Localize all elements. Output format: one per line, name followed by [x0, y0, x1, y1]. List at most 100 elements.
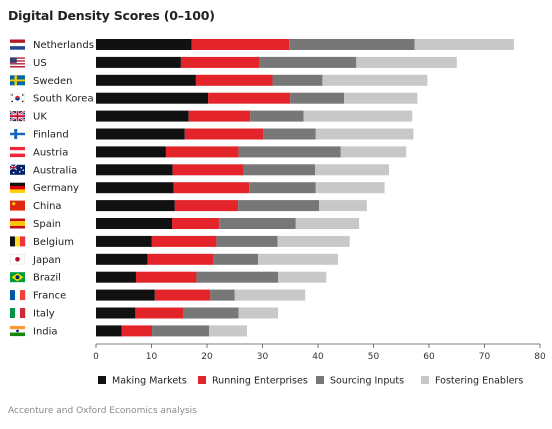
bar-segment: [210, 289, 235, 301]
bar-segment: [184, 128, 264, 140]
sweden-flag-icon: [10, 75, 25, 86]
austria-flag-icon: [10, 146, 25, 158]
bar-segment: [96, 307, 136, 319]
country-label: Netherlands: [33, 40, 94, 51]
bar-segment: [151, 235, 217, 247]
country-label: China: [33, 201, 62, 212]
finland-flag-icon: [10, 129, 25, 139]
bar-segment: [263, 128, 316, 140]
country-label: Spain: [33, 219, 61, 230]
x-tick-label: 70: [479, 352, 491, 362]
x-tick-label: 60: [423, 352, 435, 362]
us-flag-icon: [10, 57, 25, 68]
bar-segment: [135, 307, 184, 319]
bar-segment: [319, 200, 367, 212]
bar-segment: [96, 110, 189, 122]
country-label: UK: [33, 112, 47, 123]
bar-segment: [165, 146, 239, 158]
legend-swatch: [98, 376, 106, 384]
bar-segment: [183, 307, 239, 319]
bar-segment: [213, 253, 259, 265]
bar-segment: [272, 74, 323, 86]
bar-segment: [96, 182, 174, 194]
bar-segment: [96, 325, 122, 337]
bar-segment: [278, 271, 327, 283]
bar-segment: [195, 74, 273, 86]
bar-segment: [295, 218, 360, 229]
x-tick-label: 80: [534, 352, 546, 362]
india-flag-icon: [10, 325, 25, 337]
legend-label: Making Markets: [112, 376, 187, 387]
legend-swatch: [421, 376, 429, 384]
bar-segment: [303, 110, 413, 122]
bar-segment: [219, 218, 296, 229]
bar-segment: [96, 235, 152, 247]
bar-segment: [191, 39, 290, 50]
bar-segment: [172, 164, 244, 176]
legend-label: Fostering Enablers: [435, 376, 523, 387]
x-tick-label: 10: [146, 352, 158, 362]
source-note: Accenture and Oxford Economics analysis: [8, 406, 197, 416]
country-label: Italy: [33, 309, 55, 320]
country-label: US: [33, 58, 47, 69]
bar-segment: [289, 39, 415, 50]
china-flag-icon: [10, 200, 25, 211]
country-label: Japan: [32, 255, 61, 266]
country-label: South Korea: [33, 94, 94, 105]
belgium-flag-icon: [10, 236, 26, 247]
netherlands-flag-icon: [10, 39, 25, 50]
bar-segment: [250, 110, 304, 122]
uk-flag-icon: [9, 110, 26, 123]
south-korea-flag-icon: [10, 93, 25, 104]
australia-flag-icon: [9, 164, 25, 175]
bar-segment: [277, 235, 350, 247]
bar-segment: [96, 146, 166, 158]
germany-flag-icon: [10, 182, 25, 193]
japan-flag-icon: [10, 254, 25, 265]
bar-segment: [216, 235, 278, 247]
legend-label: Sourcing Inputs: [330, 376, 404, 387]
bar-segment: [96, 74, 196, 86]
x-tick-label: 0: [93, 352, 99, 362]
bar-segment: [238, 200, 320, 212]
bar-segment: [96, 200, 175, 212]
x-tick-label: 50: [368, 352, 380, 362]
x-tick-label: 20: [201, 352, 213, 362]
bar-segment: [258, 253, 338, 265]
country-label: India: [33, 326, 58, 337]
country-label: Brazil: [33, 273, 61, 284]
bar-segment: [173, 182, 250, 194]
legend-swatch: [316, 376, 324, 384]
bar-segment: [259, 56, 357, 68]
bar-segment: [234, 289, 306, 301]
bar-segment: [96, 39, 192, 50]
bar-segment: [188, 110, 251, 122]
bar-segment: [315, 164, 390, 176]
bar-segment: [340, 146, 407, 158]
bar-segment: [315, 182, 385, 194]
bar-segment: [243, 164, 316, 176]
legend-swatch: [198, 376, 206, 384]
spain-flag-icon: [10, 218, 25, 229]
bar-segment: [96, 92, 209, 104]
country-label: France: [33, 291, 66, 302]
country-label: Austria: [33, 147, 68, 158]
bar-segment: [96, 271, 136, 283]
bar-segment: [249, 182, 316, 194]
bar-segment: [96, 253, 148, 265]
country-label: Germany: [33, 183, 79, 194]
bar-segment: [96, 128, 185, 140]
bar-segment: [135, 271, 197, 283]
bar-segment: [147, 253, 214, 265]
bar-segment: [209, 325, 247, 337]
bar-segment: [96, 289, 155, 301]
bar-segment: [238, 307, 279, 319]
bar-segment: [96, 164, 173, 176]
x-tick-label: 40: [312, 352, 324, 362]
bar-segment: [196, 271, 279, 283]
brazil-flag-icon: [10, 272, 25, 283]
bar-segment: [344, 92, 418, 104]
bar-segment: [356, 56, 457, 68]
legend-label: Running Enterprises: [212, 376, 308, 387]
